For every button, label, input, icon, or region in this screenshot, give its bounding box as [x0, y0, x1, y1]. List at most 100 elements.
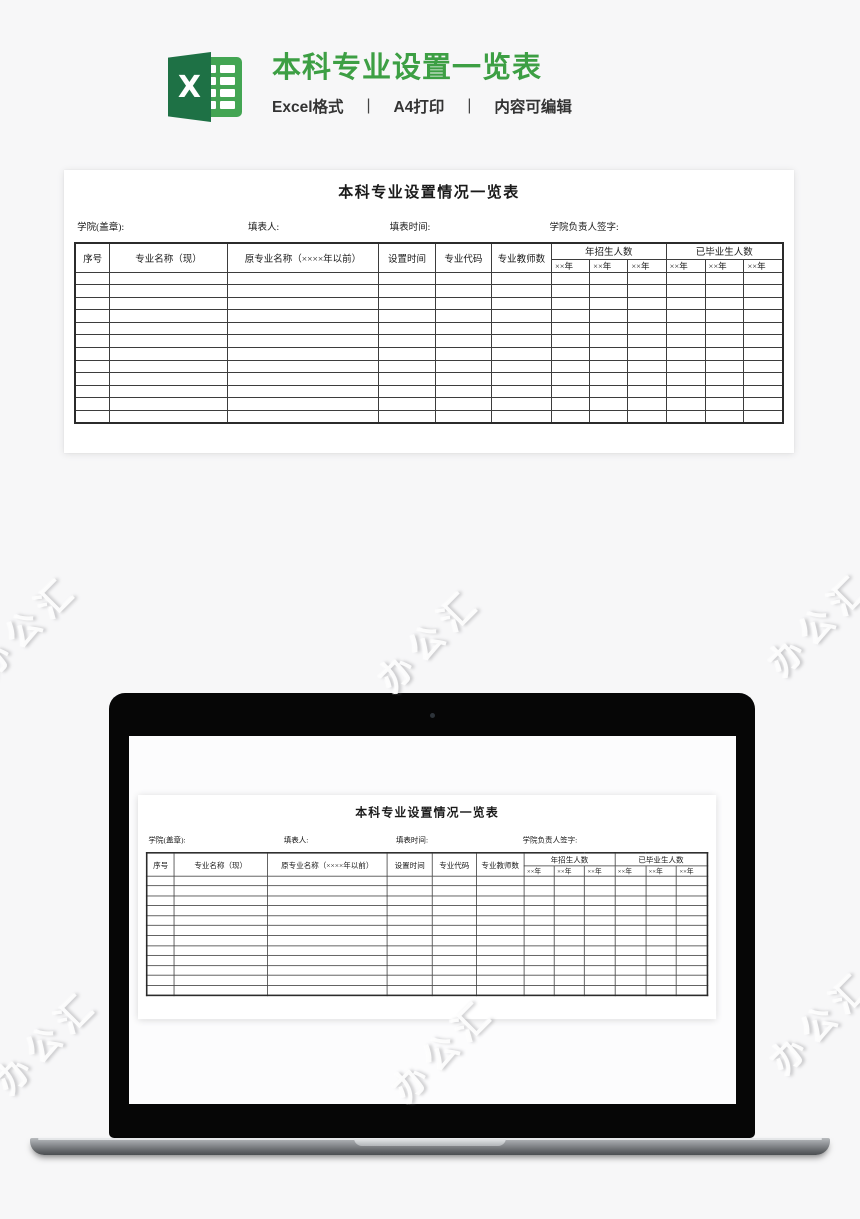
template-preview-card: 本科专业设置情况一览表 学院(盖章): 填表人: 填表时间: 学院负责人签字: …: [64, 170, 794, 453]
empty-cell: [523, 905, 555, 917]
empty-cell: [676, 895, 708, 907]
table-row: [146, 895, 708, 907]
empty-cell: [476, 875, 525, 887]
empty-cell: [146, 955, 175, 966]
empty-cell: [434, 334, 492, 349]
empty-cell: [74, 384, 111, 399]
empty-cell: [589, 321, 629, 336]
table-row: [74, 397, 784, 412]
empty-cell: [226, 321, 380, 336]
empty-cell: [589, 271, 629, 286]
empty-cell: [266, 925, 388, 937]
empty-cell: [490, 397, 552, 412]
empty-cell: [553, 965, 585, 976]
empty-cell: [490, 271, 552, 286]
empty-cell: [386, 965, 433, 976]
sub-col-year: ××年: [704, 258, 745, 273]
table-row: [146, 985, 708, 996]
empty-cell: [490, 410, 552, 424]
table-row: [146, 955, 708, 966]
table-row: [74, 359, 784, 374]
sheet-title: 本科专业设置情况一览表: [355, 806, 499, 820]
empty-cell: [386, 975, 433, 986]
empty-cell: [378, 334, 436, 349]
empty-cell: [431, 905, 477, 917]
empty-cell: [226, 372, 380, 386]
empty-cell: [74, 271, 111, 286]
empty-cell: [173, 955, 268, 966]
empty-cell: [743, 359, 784, 374]
feature-separator: |: [366, 96, 371, 114]
empty-cell: [226, 359, 380, 374]
empty-cell: [645, 875, 677, 887]
empty-cell: [476, 955, 525, 966]
empty-cell: [109, 397, 228, 412]
empty-cell: [173, 925, 268, 937]
empty-cell: [589, 284, 629, 298]
empty-cell: [476, 895, 525, 907]
empty-cell: [476, 925, 525, 937]
empty-cell: [614, 915, 647, 927]
empty-cell: [627, 296, 667, 311]
empty-cell: [434, 384, 492, 399]
empty-cell: [553, 895, 585, 907]
empty-cell: [386, 955, 433, 966]
empty-cell: [645, 915, 677, 927]
empty-cell: [584, 915, 616, 927]
empty-cell: [74, 359, 111, 374]
empty-cell: [676, 925, 708, 937]
empty-cell: [431, 935, 477, 946]
empty-cell: [665, 334, 706, 349]
empty-cell: [146, 975, 175, 986]
empty-cell: [676, 965, 708, 976]
empty-cell: [704, 397, 745, 412]
empty-cell: [386, 935, 433, 946]
empty-cell: [226, 309, 380, 323]
hero-text-block: 本科专业设置一览表 Excel格式 | A4打印 | 内容可编辑: [272, 50, 572, 117]
empty-cell: [434, 347, 492, 361]
page-title: 本科专业设置一览表: [272, 52, 543, 84]
empty-cell: [645, 905, 677, 917]
empty-cell: [553, 955, 585, 966]
empty-cell: [743, 347, 784, 361]
empty-cell: [386, 915, 433, 927]
empty-cell: [645, 975, 677, 986]
empty-cell: [226, 271, 380, 286]
empty-cell: [431, 925, 477, 937]
col-header-major-current: 专业名称（现）: [173, 852, 268, 877]
watermark: 办公汇: [0, 568, 87, 687]
empty-cell: [676, 955, 708, 966]
empty-cell: [584, 985, 616, 996]
empty-cell: [386, 895, 433, 907]
table-row: [146, 875, 708, 887]
empty-cell: [378, 359, 436, 374]
empty-cell: [704, 347, 745, 361]
empty-cell: [614, 885, 647, 897]
empty-cell: [434, 321, 492, 336]
col-header-major-code: 专业代码: [431, 852, 477, 877]
form-filler-label: 填表人:: [283, 836, 309, 845]
empty-cell: [226, 384, 380, 399]
empty-cell: [553, 905, 585, 917]
empty-cell: [645, 885, 677, 897]
empty-cell: [173, 875, 268, 887]
empty-cell: [146, 965, 175, 976]
col-header-major-former: 原专业名称（××××年以前）: [226, 242, 380, 273]
empty-cell: [743, 334, 784, 349]
empty-cell: [173, 975, 268, 986]
empty-cell: [226, 397, 380, 412]
empty-cell: [476, 985, 525, 996]
empty-cell: [589, 410, 629, 424]
table-row: [146, 935, 708, 946]
empty-cell: [743, 384, 784, 399]
empty-cell: [266, 875, 388, 887]
empty-cell: [378, 309, 436, 323]
majors-table: 序号 专业名称（现） 原专业名称（××××年以前） 设置时间 专业代码 专业教师…: [145, 852, 709, 997]
sub-col-year: ××年: [523, 865, 555, 877]
empty-cell: [627, 321, 667, 336]
empty-cell: [645, 895, 677, 907]
empty-cell: [490, 359, 552, 374]
empty-cell: [645, 955, 677, 966]
empty-cell: [431, 875, 477, 887]
